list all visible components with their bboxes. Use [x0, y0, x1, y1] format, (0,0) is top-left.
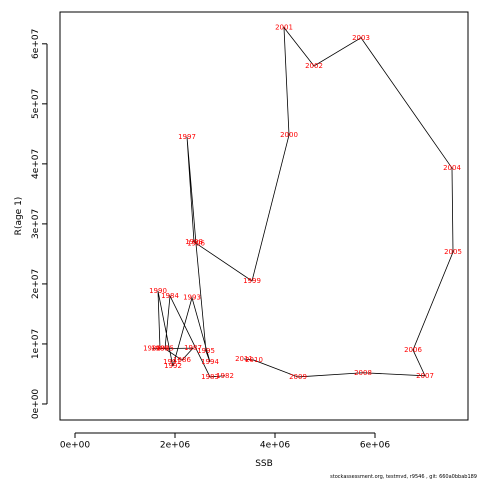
- x-tick-label: 2e+06: [160, 441, 191, 451]
- year-label: 1998: [185, 238, 203, 246]
- year-label: 1992: [164, 362, 182, 370]
- y-tick-label: 3e+07: [31, 209, 41, 239]
- trajectory-line: [151, 26, 454, 378]
- x-tick-label: 4e+06: [260, 441, 291, 451]
- x-tick-label: 0e+00: [60, 441, 91, 451]
- year-label: 1993: [183, 294, 201, 302]
- year-label: 1985: [156, 345, 174, 353]
- year-label: 2009: [289, 373, 307, 381]
- year-label: 2007: [416, 372, 434, 380]
- x-tick-label: 6e+06: [360, 441, 391, 451]
- year-label: 2001: [275, 24, 293, 32]
- y-tick-label: 1e+07: [31, 329, 41, 359]
- year-label: 1997: [178, 133, 196, 141]
- year-label: 1983: [201, 373, 219, 381]
- year-label: 1987: [184, 344, 202, 352]
- y-axis-label: R(age 1): [14, 197, 24, 236]
- year-label: 1988: [143, 345, 161, 353]
- year-label: 2006: [404, 346, 422, 354]
- footer: stockassessment.org, testmvd, r9546 , gi…: [330, 474, 477, 480]
- year-label: 1984: [161, 292, 179, 300]
- year-label: 2011: [235, 355, 253, 363]
- year-label: 1994: [201, 358, 219, 366]
- year-label: 1996: [187, 240, 205, 248]
- y-tick-label: 2e+07: [31, 269, 41, 299]
- year-label: 1991: [163, 358, 181, 366]
- year-label: 1986: [173, 356, 191, 364]
- plot-frame: [59, 11, 469, 421]
- year-label: 1995: [197, 347, 215, 355]
- year-label: 2010: [245, 356, 263, 364]
- x-axis-label: SSB: [255, 459, 273, 469]
- year-label: 2004: [443, 164, 461, 172]
- y-tick-label: 0e+00: [31, 389, 41, 420]
- year-label: 1989: [151, 345, 169, 353]
- year-label: 2002: [305, 62, 323, 70]
- y-tick-label: 4e+07: [31, 149, 41, 179]
- year-label: 1982: [216, 372, 234, 380]
- year-label: 1999: [243, 277, 261, 285]
- year-label: 1990: [149, 287, 167, 295]
- year-label: 2000: [280, 131, 298, 139]
- year-label: 2003: [352, 34, 370, 42]
- year-label: 2005: [444, 248, 462, 256]
- y-tick-label: 5e+07: [31, 89, 41, 119]
- y-tick-label: 6e+07: [31, 29, 41, 59]
- year-label: 2008: [354, 369, 372, 377]
